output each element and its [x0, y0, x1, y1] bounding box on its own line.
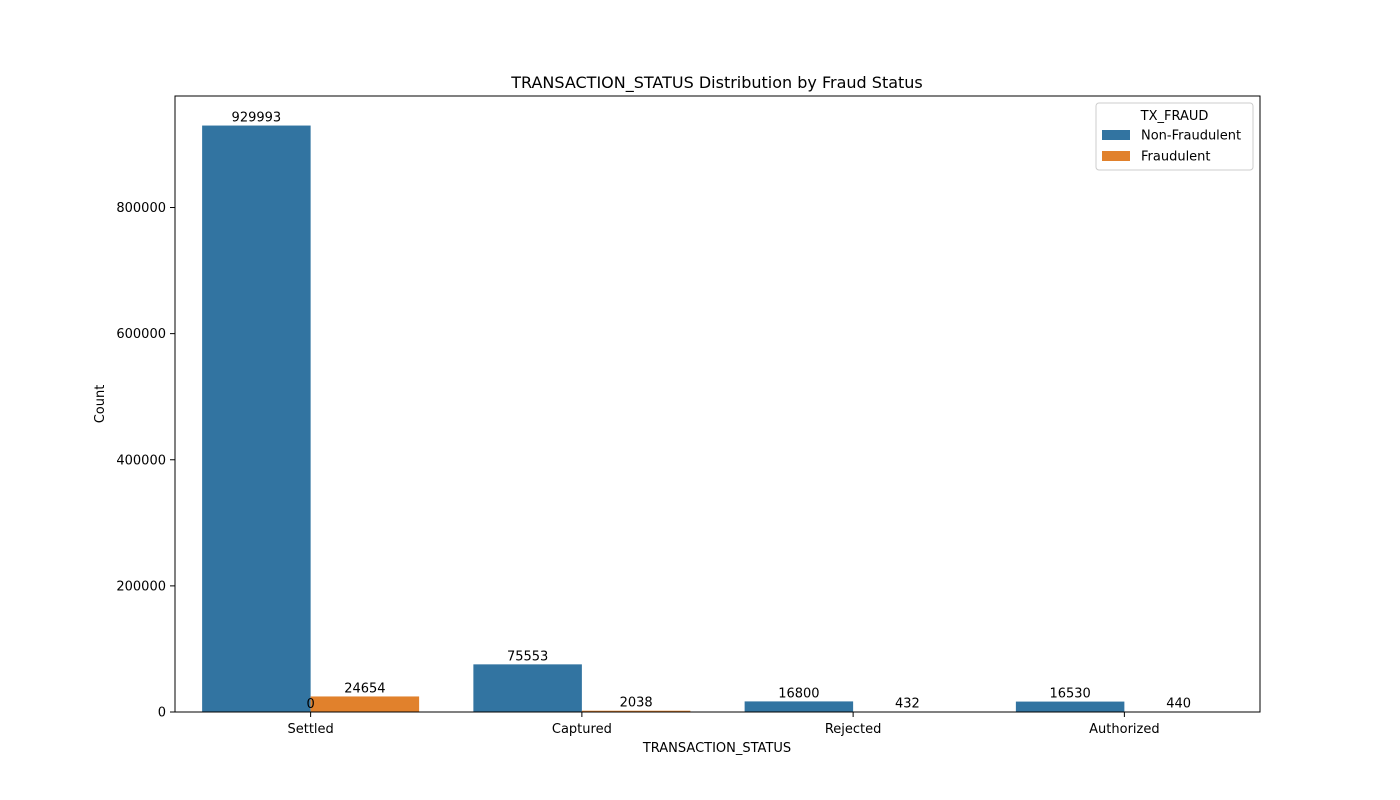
bar-data-label: 929993 [232, 111, 282, 126]
bar [310, 696, 420, 712]
bar-data-label: 24654 [344, 681, 385, 696]
axes-layer: 0 200000 400000 600000 800000 Settled Captured… [116, 95, 1261, 737]
bars-layer [202, 125, 1233, 713]
y-tick-label: 600000 [116, 327, 166, 342]
bar-data-label: 440 [1166, 697, 1191, 712]
y-tick-label: 800000 [116, 201, 166, 216]
bar-data-label: 2038 [620, 696, 653, 711]
legend: TX_FRAUD Non-Fraudulent Fraudulent [1095, 102, 1254, 171]
legend-entry: Non-Fraudulent [1141, 129, 1241, 144]
bar-data-label: 16530 [1049, 687, 1090, 702]
legend-box [1095, 102, 1254, 171]
y-tick-label: 0 [158, 706, 166, 721]
bar [744, 701, 854, 712]
legend-entry: Fraudulent [1141, 150, 1211, 165]
legend-swatch [1102, 151, 1130, 161]
x-tick-label: Rejected [825, 722, 882, 737]
bar-data-label: 0 [306, 697, 314, 712]
bar [473, 664, 582, 712]
x-axis-label: TRANSACTION_STATUS [642, 741, 791, 756]
chart-title: TRANSACTION_STATUS Distribution by Fraud… [510, 73, 923, 93]
bar [202, 125, 311, 713]
bar-data-label: 432 [895, 697, 920, 712]
legend-title: TX_FRAUD [1140, 109, 1209, 124]
bar [581, 710, 691, 712]
data-labels-layer: 929993 75553 16800 16530 24654 2038 432 440 0 [232, 111, 1191, 712]
y-tick-label: 200000 [116, 579, 166, 594]
legend-swatch [1102, 130, 1130, 140]
bar-data-label: 75553 [507, 649, 548, 664]
bar [1015, 701, 1125, 712]
y-tick-label: 400000 [116, 453, 166, 468]
bar-data-label: 16800 [778, 686, 819, 701]
plot-frame [174, 95, 1261, 713]
y-axis-label: Count [93, 385, 108, 424]
x-tick-label: Settled [287, 722, 333, 737]
x-tick-label: Authorized [1089, 722, 1159, 737]
x-tick-label: Captured [552, 722, 612, 737]
